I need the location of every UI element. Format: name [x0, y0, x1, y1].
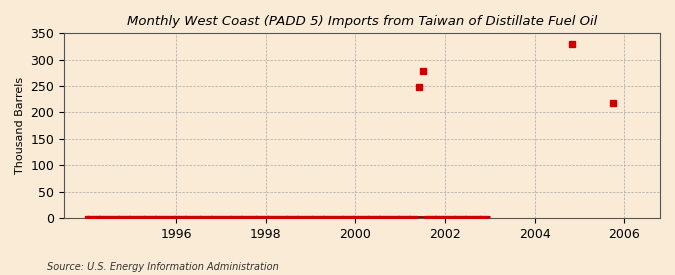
Title: Monthly West Coast (PADD 5) Imports from Taiwan of Distillate Fuel Oil: Monthly West Coast (PADD 5) Imports from… — [127, 15, 597, 28]
Y-axis label: Thousand Barrels: Thousand Barrels — [15, 77, 25, 174]
Text: Source: U.S. Energy Information Administration: Source: U.S. Energy Information Administ… — [47, 262, 279, 272]
